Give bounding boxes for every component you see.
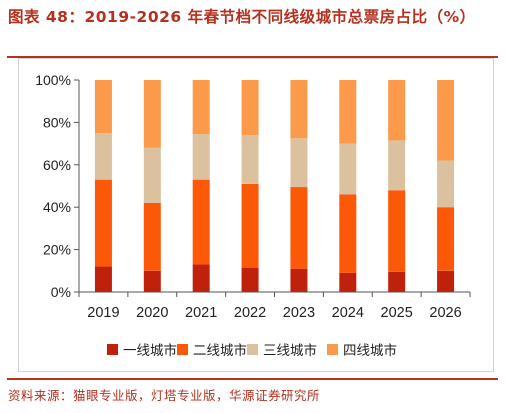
- legend-swatch: [247, 344, 258, 355]
- footer-divider: [7, 378, 498, 380]
- bar-segment-2025-1: [388, 190, 406, 272]
- bar-segment-2022-3: [241, 80, 259, 136]
- bar-segment-2021-1: [192, 179, 210, 265]
- y-tick-label: 60%: [43, 157, 71, 173]
- x-tick-label: 2019: [87, 305, 119, 321]
- legend-swatch: [107, 344, 118, 355]
- title-divider: [7, 56, 498, 58]
- y-tick-label: 100%: [35, 72, 71, 88]
- bar-segment-2025-2: [388, 140, 406, 191]
- bar-segment-2024-3: [339, 80, 357, 144]
- bar-segment-2020-0: [143, 270, 161, 292]
- y-tick-label: 40%: [43, 199, 71, 215]
- legend-label: 三线城市: [263, 342, 317, 358]
- legend-label: 四线城市: [343, 342, 397, 358]
- bar-segment-2023-1: [290, 187, 308, 269]
- bars: [94, 80, 455, 292]
- bar-segment-2023-3: [290, 80, 308, 139]
- bar-segment-2020-1: [143, 202, 161, 271]
- bar-segment-2019-1: [94, 179, 112, 267]
- x-tick-label: 2020: [136, 305, 168, 321]
- x-tick-label: 2025: [381, 305, 413, 321]
- x-tick-label: 2024: [332, 305, 364, 321]
- y-tick-label: 0%: [51, 284, 71, 300]
- bar-segment-2024-2: [339, 143, 357, 195]
- legend-label: 一线城市: [123, 342, 177, 358]
- bar-segment-2021-0: [192, 264, 210, 292]
- y-tick-label: 80%: [43, 114, 71, 130]
- bar-segment-2022-1: [241, 183, 259, 268]
- bar-segment-2025-0: [388, 271, 406, 292]
- x-axis: 2019 2020 2021 2022 2023 2024 2025 2026: [78, 291, 471, 321]
- bar-segment-2019-0: [94, 266, 112, 292]
- bar-segment-2020-3: [143, 80, 161, 148]
- chart-title: 图表 48：2019-2026 年春节档不同线级城市总票房占比（%）: [8, 8, 476, 26]
- bar-segment-2022-0: [241, 267, 259, 292]
- x-tick-label: 2023: [283, 305, 315, 321]
- bar-segment-2020-2: [143, 147, 161, 203]
- source-note: 资料来源：猫眼专业版，灯塔专业版，华源证券研究所: [8, 388, 321, 403]
- bar-segment-2021-2: [192, 134, 210, 180]
- legend-swatch: [177, 344, 188, 355]
- bar-segment-2026-0: [437, 270, 455, 292]
- bar-segment-2026-2: [437, 160, 455, 208]
- bar-segment-2019-3: [94, 80, 112, 133]
- bar-segment-2026-1: [437, 207, 455, 271]
- bar-segment-2026-3: [437, 80, 455, 161]
- bar-segment-2025-3: [388, 80, 406, 141]
- legend-label: 二线城市: [193, 342, 247, 358]
- y-tick-label: 20%: [43, 242, 71, 258]
- y-axis: 0% 20% 40% 60% 80% 100%: [35, 72, 80, 300]
- bar-segment-2024-1: [339, 194, 357, 273]
- bar-segment-2021-3: [192, 80, 210, 135]
- bar-segment-2019-2: [94, 133, 112, 180]
- x-tick-label: 2026: [429, 305, 461, 321]
- bar-segment-2024-0: [339, 272, 357, 292]
- x-tick-label: 2022: [234, 305, 266, 321]
- bar-segment-2023-0: [290, 268, 308, 292]
- chart-frame: [18, 58, 494, 372]
- x-tick-label: 2021: [185, 305, 217, 321]
- legend: 一线城市 二线城市 三线城市 四线城市: [107, 342, 397, 358]
- bar-segment-2023-2: [290, 138, 308, 188]
- bar-segment-2022-2: [241, 135, 259, 184]
- legend-swatch: [327, 344, 338, 355]
